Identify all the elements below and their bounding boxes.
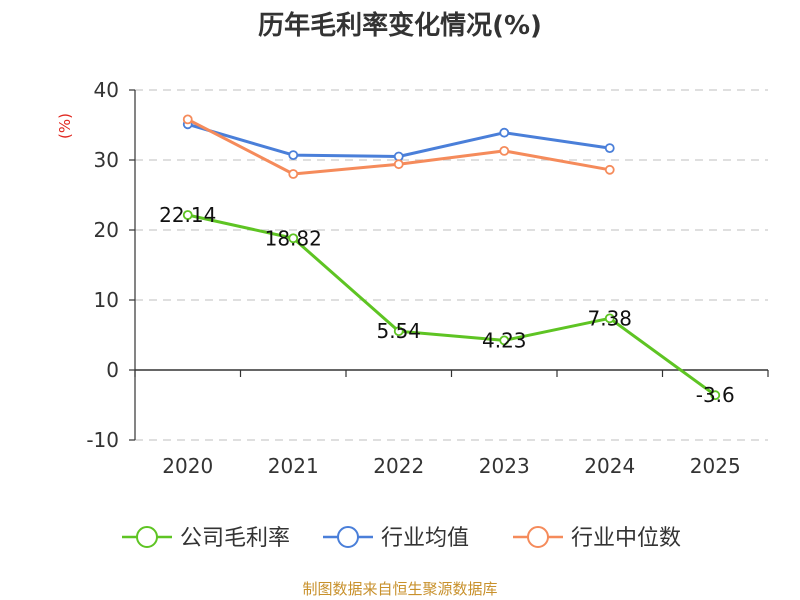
y-tick-label: 30 xyxy=(94,148,119,172)
series-group xyxy=(182,114,721,401)
legend-swatch-marker xyxy=(337,526,359,548)
gridlines xyxy=(135,89,768,441)
x-tick-label: 2023 xyxy=(479,454,530,478)
x-tick-labels: 2020 2021 2022 2023 2024 2025 xyxy=(162,454,740,478)
data-labels: 22.14 18.82 5.54 4.23 7.38 -3.6 xyxy=(159,203,735,407)
data-point xyxy=(393,159,404,170)
legend-swatch-marker xyxy=(527,526,549,548)
data-point xyxy=(710,390,721,401)
data-label: 18.82 xyxy=(265,226,322,250)
legend-item-0: 公司毛利率 xyxy=(122,526,290,551)
y-tick-label: 0 xyxy=(106,358,119,382)
data-point xyxy=(604,164,615,175)
y-axis-unit: (%) xyxy=(56,113,74,139)
data-point xyxy=(288,233,299,244)
data-point xyxy=(182,114,193,125)
legend: 公司毛利率 行业均值 行业中位数 xyxy=(122,526,681,551)
legend-item-1: 行业均值 xyxy=(323,526,469,551)
data-point xyxy=(288,169,299,179)
y-tick-label: 20 xyxy=(94,218,119,242)
y-tick-label: 40 xyxy=(94,78,119,102)
y-tick-label: 10 xyxy=(94,288,119,312)
data-label: 22.14 xyxy=(159,203,216,227)
series-line-0 xyxy=(187,213,717,397)
data-point xyxy=(499,127,510,138)
data-point xyxy=(499,145,510,156)
legend-label: 行业均值 xyxy=(381,526,469,551)
data-point xyxy=(604,143,615,154)
source-note: 制图数据来自恒生聚源数据库 xyxy=(302,580,497,598)
chart-title: 历年毛利率变化情况(%) xyxy=(258,10,542,41)
y-tick-labels: 40 30 20 10 0 -10 xyxy=(86,78,119,452)
y-tick-label: -10 xyxy=(86,428,119,452)
data-point xyxy=(604,313,615,324)
legend-label: 公司毛利率 xyxy=(180,526,290,551)
legend-label: 行业中位数 xyxy=(571,526,681,551)
axes xyxy=(129,89,769,441)
x-tick-label: 2021 xyxy=(268,454,319,478)
x-tick-label: 2024 xyxy=(584,454,635,478)
data-label: 7.38 xyxy=(587,306,632,330)
x-tick-label: 2020 xyxy=(162,454,213,478)
data-point xyxy=(182,210,193,220)
data-label: -3.6 xyxy=(696,383,735,407)
data-point xyxy=(499,335,510,346)
data-point xyxy=(393,326,404,337)
legend-swatch-marker xyxy=(136,526,158,548)
x-tick-label: 2025 xyxy=(690,454,741,478)
x-tick-label: 2022 xyxy=(373,454,424,478)
legend-item-2: 行业中位数 xyxy=(513,526,681,551)
data-label: 4.23 xyxy=(482,328,527,352)
data-point xyxy=(288,150,299,161)
data-label: 5.54 xyxy=(376,319,421,343)
